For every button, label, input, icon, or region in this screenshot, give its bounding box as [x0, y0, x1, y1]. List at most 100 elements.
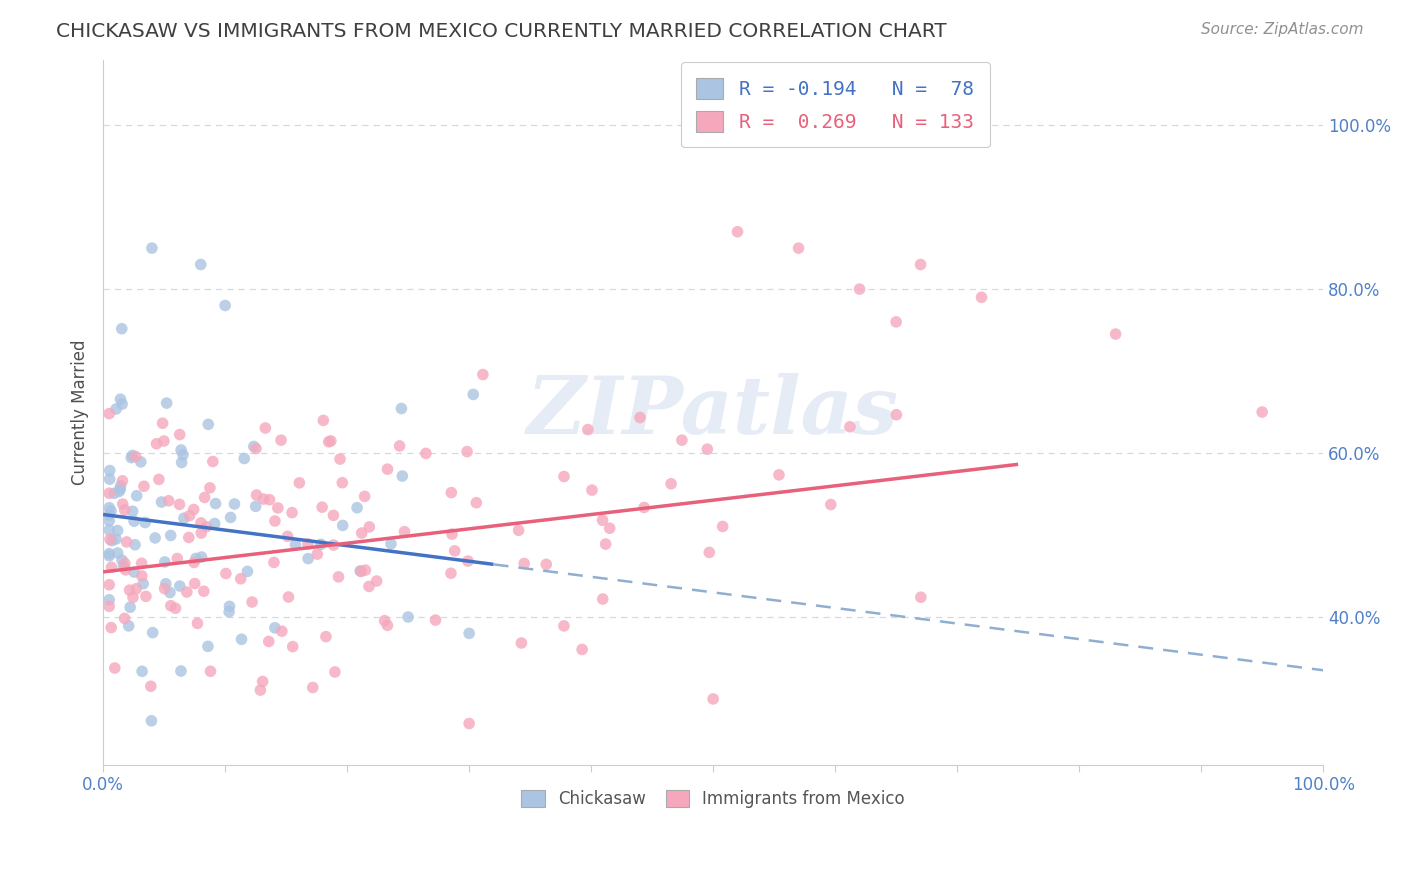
- Point: [143, 531, 166, 545]
- Point: [100, 621, 122, 635]
- Point: [259, 492, 281, 507]
- Point: [98, 592, 121, 607]
- Point: [159, 585, 181, 599]
- Point: [346, 500, 368, 515]
- Point: [350, 526, 373, 541]
- Point: [157, 493, 180, 508]
- Point: [159, 528, 181, 542]
- Point: [458, 716, 481, 731]
- Point: [152, 416, 174, 430]
- Point: [118, 583, 141, 598]
- Point: [120, 450, 142, 465]
- Point: [263, 555, 285, 569]
- Point: [249, 683, 271, 698]
- Point: [170, 664, 193, 678]
- Point: [415, 446, 437, 460]
- Point: [267, 500, 290, 515]
- Point: [440, 527, 463, 541]
- Point: [309, 537, 332, 551]
- Point: [179, 508, 201, 523]
- Point: [155, 576, 177, 591]
- Point: [391, 469, 413, 483]
- Point: [301, 681, 323, 695]
- Point: [277, 529, 299, 543]
- Point: [166, 551, 188, 566]
- Point: [183, 502, 205, 516]
- Point: [353, 489, 375, 503]
- Point: [318, 434, 340, 449]
- Text: Source: ZipAtlas.com: Source: ZipAtlas.com: [1201, 22, 1364, 37]
- Point: [394, 524, 416, 539]
- Point: [357, 579, 380, 593]
- Point: [122, 514, 145, 528]
- Point: [173, 511, 195, 525]
- Point: [132, 576, 155, 591]
- Point: [100, 560, 122, 574]
- Point: [139, 679, 162, 693]
- Point: [214, 298, 236, 312]
- Point: [270, 433, 292, 447]
- Point: [101, 533, 124, 548]
- Point: [508, 524, 530, 538]
- Point: [172, 448, 194, 462]
- Point: [245, 500, 267, 514]
- Point: [159, 599, 181, 613]
- Point: [329, 452, 352, 467]
- Point: [366, 574, 388, 588]
- Point: [165, 601, 187, 615]
- Point: [100, 504, 122, 518]
- Point: [190, 526, 212, 541]
- Point: [121, 449, 143, 463]
- Point: [592, 513, 614, 527]
- Point: [218, 599, 240, 614]
- Point: [110, 392, 132, 407]
- Text: ZIPatlas: ZIPatlas: [527, 374, 900, 450]
- Point: [702, 692, 724, 706]
- Point: [323, 665, 346, 679]
- Point: [332, 518, 354, 533]
- Point: [311, 500, 333, 515]
- Point: [671, 433, 693, 447]
- Point: [98, 486, 121, 500]
- Point: [184, 576, 207, 591]
- Point: [153, 555, 176, 569]
- Point: [297, 551, 319, 566]
- Point: [270, 624, 292, 639]
- Point: [124, 538, 146, 552]
- Point: [231, 632, 253, 647]
- Point: [553, 469, 575, 483]
- Point: [628, 410, 651, 425]
- Point: [115, 535, 138, 549]
- Point: [190, 549, 212, 564]
- Point: [131, 569, 153, 583]
- Point: [380, 537, 402, 551]
- Point: [114, 503, 136, 517]
- Point: [440, 566, 463, 581]
- Point: [142, 625, 165, 640]
- Point: [148, 472, 170, 486]
- Point: [98, 472, 121, 486]
- Point: [264, 621, 287, 635]
- Point: [910, 258, 932, 272]
- Point: [215, 566, 238, 581]
- Point: [659, 476, 682, 491]
- Point: [114, 563, 136, 577]
- Point: [322, 508, 344, 523]
- Point: [350, 565, 373, 579]
- Point: [198, 481, 221, 495]
- Point: [245, 442, 267, 456]
- Point: [108, 484, 131, 499]
- Point: [104, 661, 127, 675]
- Point: [768, 467, 790, 482]
- Point: [396, 610, 419, 624]
- Point: [103, 486, 125, 500]
- Point: [105, 402, 128, 417]
- Point: [111, 397, 134, 411]
- Point: [132, 479, 155, 493]
- Point: [312, 413, 335, 427]
- Point: [281, 506, 304, 520]
- Point: [839, 419, 862, 434]
- Point: [190, 258, 212, 272]
- Point: [425, 613, 447, 627]
- Point: [359, 520, 381, 534]
